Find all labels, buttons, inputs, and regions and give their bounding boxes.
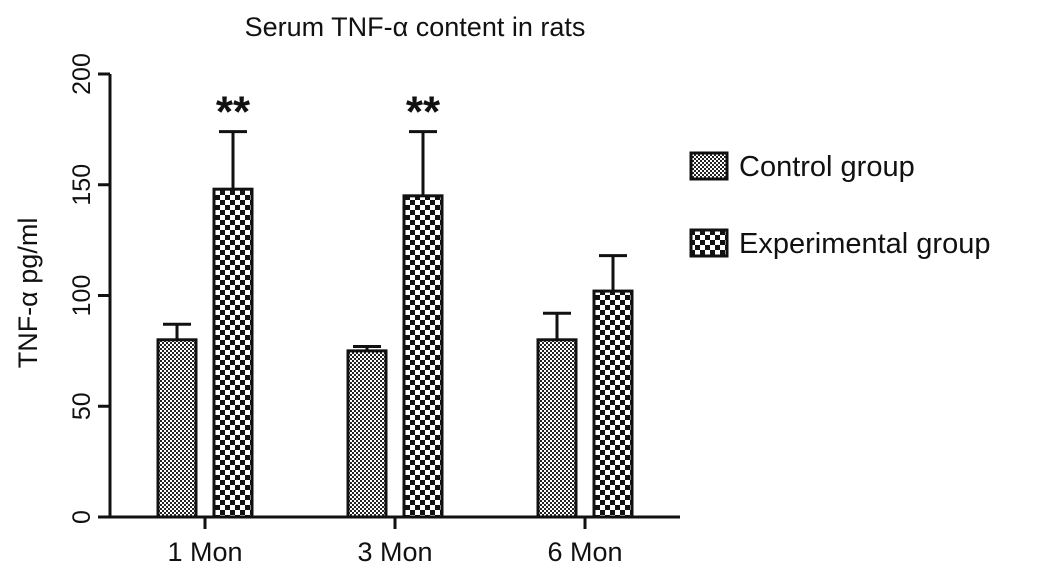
legend-label: Control group: [739, 151, 915, 183]
legend: Control group Experimental group: [689, 151, 990, 260]
bar: [156, 338, 198, 519]
bar: [346, 349, 388, 519]
y-tick-label: 50: [68, 392, 96, 420]
legend-swatch: [689, 228, 729, 258]
y-axis-label: TNF-α pg/ml: [13, 218, 43, 369]
x-tick-label: 6 Mon: [547, 537, 622, 567]
legend-label: Experimental group: [739, 228, 990, 260]
y-tick-label: 150: [68, 164, 96, 206]
x-tick-label: 1 Mon: [167, 537, 242, 567]
bar: [402, 194, 444, 519]
significance-marker: **: [216, 88, 251, 137]
significance-marker: **: [406, 88, 441, 137]
chart-title: Serum TNF-α content in rats: [245, 12, 586, 42]
bar: [536, 338, 578, 519]
bar: [212, 187, 254, 519]
bars: ** **: [156, 88, 634, 519]
bar: [592, 289, 634, 519]
axes: 0 50 100 150 200 1 Mon 3 Mon 6 Mon: [68, 53, 680, 567]
y-tick-label: 200: [68, 53, 96, 95]
y-tick-label: 0: [68, 510, 96, 524]
legend-swatch: [689, 151, 729, 181]
y-tick-label: 100: [68, 275, 96, 317]
x-tick-label: 3 Mon: [357, 537, 432, 567]
